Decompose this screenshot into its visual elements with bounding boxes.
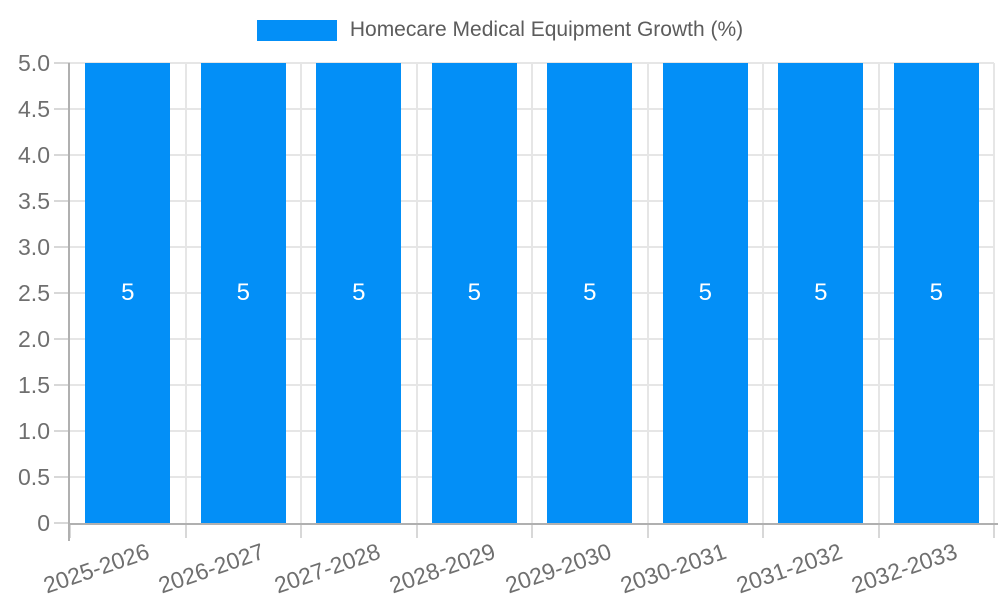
y-tick-label: 4.0 — [18, 142, 50, 168]
y-tick-label: 1.5 — [18, 372, 50, 398]
x-tick-label: 2031-2032 — [732, 538, 846, 599]
bar-value-label: 5 — [814, 279, 828, 306]
x-tick-label: 2026-2027 — [155, 538, 268, 599]
y-tick-label: 3.5 — [18, 188, 50, 214]
y-tick — [54, 292, 70, 294]
y-tick-label: 5.0 — [18, 50, 50, 76]
bar-2030-2031: 5 — [662, 63, 748, 523]
bar-value-label: 5 — [467, 279, 481, 306]
y-tick-label: 2.5 — [18, 280, 50, 306]
y-tick — [54, 108, 70, 110]
x-tick — [300, 523, 302, 538]
y-tick — [54, 154, 70, 156]
x-tick — [993, 523, 995, 538]
x-axis-line — [68, 523, 998, 525]
bar-value-label: 5 — [698, 279, 712, 306]
y-tick — [54, 62, 70, 64]
v-gridline — [184, 63, 187, 523]
bar-value-label: 5 — [236, 279, 250, 306]
bar-value-label: 5 — [121, 279, 135, 306]
v-gridline — [762, 63, 764, 523]
y-axis-line — [68, 63, 70, 541]
x-tick-label: 2032-2033 — [848, 538, 961, 599]
bar-2026-2027: 5 — [200, 63, 286, 523]
v-gridline — [531, 63, 533, 523]
y-tick-label: 4.5 — [18, 96, 50, 122]
y-tick — [54, 522, 70, 524]
y-tick — [54, 384, 70, 386]
bar-value-label: 5 — [352, 279, 366, 306]
x-tick-label: 2025-2026 — [39, 538, 153, 599]
legend: Homecare Medical Equipment Growth (%) — [0, 17, 1000, 43]
v-gridline — [877, 63, 880, 523]
legend-swatch[interactable] — [256, 19, 337, 41]
y-tick-label: 0.5 — [18, 464, 50, 490]
v-gridline — [300, 63, 302, 523]
y-tick — [54, 430, 70, 432]
legend-label[interactable]: Homecare Medical Equipment Growth (%) — [349, 18, 744, 41]
bar-2028-2029: 5 — [431, 63, 517, 523]
y-tick — [54, 246, 70, 248]
x-tick — [415, 523, 418, 538]
x-tick-label: 2028-2029 — [386, 538, 499, 599]
x-tick-label: 2027-2028 — [270, 538, 384, 599]
y-tick-label: 2.0 — [18, 326, 50, 352]
bar-2027-2028: 5 — [316, 63, 402, 523]
y-tick-label: 0 — [37, 510, 50, 536]
x-tick — [646, 523, 649, 538]
bar-2029-2030: 5 — [547, 63, 633, 523]
x-tick — [531, 523, 533, 538]
x-tick — [762, 523, 764, 538]
x-tick-label: 2029-2030 — [501, 538, 615, 599]
x-tick — [877, 523, 880, 538]
v-gridline — [993, 63, 995, 523]
y-tick — [54, 200, 70, 202]
x-tick — [69, 523, 71, 538]
y-tick — [54, 476, 70, 478]
bar-value-label: 5 — [929, 279, 943, 306]
x-tick — [184, 523, 187, 538]
bar-value-label: 5 — [583, 279, 597, 306]
y-tick-label: 3.0 — [18, 234, 50, 260]
v-gridline — [646, 63, 649, 523]
y-tick — [54, 338, 70, 340]
v-gridline — [415, 63, 418, 523]
x-tick-label: 2030-2031 — [617, 538, 730, 599]
y-tick-label: 1.0 — [18, 418, 50, 444]
bar-2032-2033: 5 — [893, 63, 979, 523]
bar-2031-2032: 5 — [778, 63, 864, 523]
bar-2025-2026: 5 — [85, 63, 171, 523]
